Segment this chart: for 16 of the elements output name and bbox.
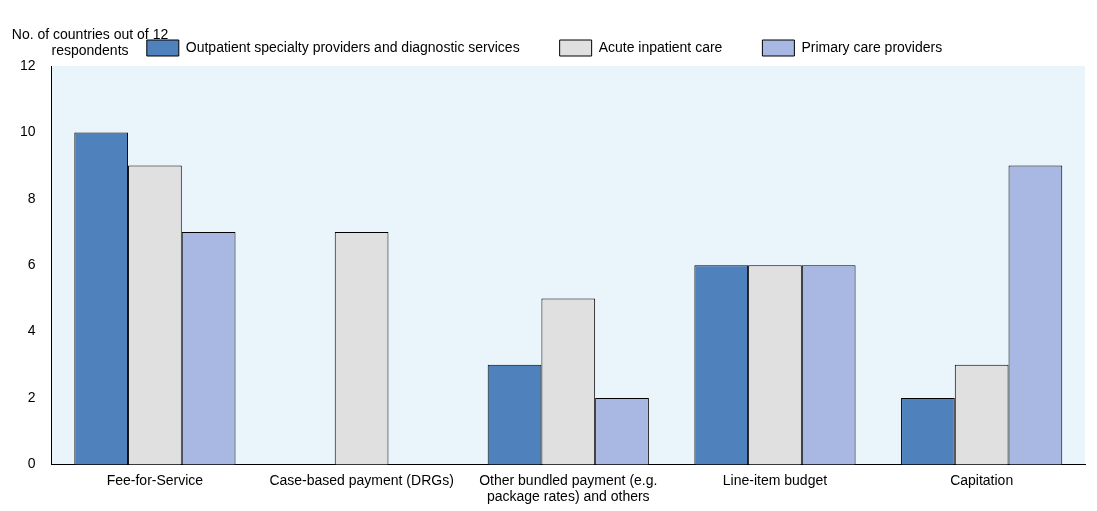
- x-tick-label: Case-based payment (DRGs): [269, 471, 454, 488]
- y-tick-label: 8: [27, 189, 36, 206]
- y-tick-label: 2: [27, 388, 36, 405]
- y-tick-label: 12: [19, 56, 36, 73]
- x-tick-label: Fee-for-Service: [106, 471, 204, 488]
- legend-label: Acute inpatient care: [598, 38, 723, 55]
- x-tick-label: Line-item budget: [722, 471, 828, 488]
- x-tick-label: Capitation: [950, 471, 1014, 488]
- y-axis-title: No. of countries out of 12 respondents: [11, 25, 169, 58]
- legend-label: Primary care providers: [801, 38, 943, 55]
- y-tick-label: 10: [19, 123, 36, 140]
- y-tick-label: 6: [27, 256, 36, 273]
- y-tick-label: 0: [27, 455, 36, 472]
- x-tick-label: Other bundled payment (e.g. package rates) and others: [479, 471, 658, 505]
- legend-label: Outpatient specialty providers and diagnostic services: [185, 38, 520, 55]
- y-tick-label: 4: [27, 322, 36, 339]
